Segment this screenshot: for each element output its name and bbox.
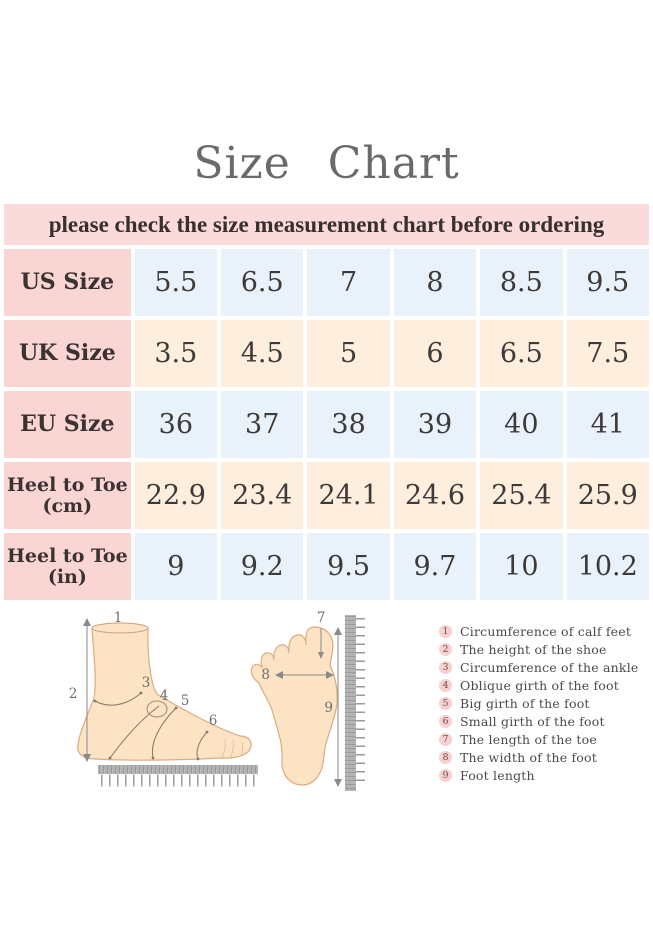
row-header: Heel to Toe (cm) — [4, 462, 131, 529]
legend-number-badge: 4 — [439, 679, 452, 693]
width-arrow — [275, 671, 334, 679]
legend-item: 3 Circumference of the ankle — [439, 659, 639, 677]
figure-label-7: 7 — [317, 610, 326, 626]
table-cell: 40 — [480, 391, 563, 458]
table-row-uk-size: UK Size 3.5 4.5 5 6 6.5 7.5 — [4, 320, 649, 387]
table-cell: 5.5 — [134, 249, 218, 316]
table-cell: 7 — [307, 249, 390, 316]
legend-label: The height of the shoe — [460, 642, 607, 658]
legend-number-badge: 8 — [439, 750, 452, 764]
table-cell: 9 — [134, 533, 218, 600]
legend-label: Big girth of the foot — [460, 696, 590, 711]
foot-side-view-illustration: 1 2 3 4 5 6 — [69, 610, 258, 787]
notice-banner: please check the size measurement chart … — [4, 204, 649, 245]
legend-label: Foot length — [460, 767, 535, 783]
legend-item: 2 The height of the shoe — [439, 641, 639, 659]
table-cell: 3.5 — [134, 320, 218, 387]
row-header: Heel to Toe (in) — [4, 533, 131, 600]
table-cell: 36 — [134, 391, 218, 458]
toe-length-line — [318, 628, 324, 659]
legend-item: 4 Oblique girth of the foot — [439, 677, 639, 695]
row-header: UK Size — [4, 320, 131, 387]
table-cell: 8.5 — [480, 249, 563, 316]
measurement-figure: 1 2 3 4 5 6 — [0, 608, 653, 808]
table-cell: 4.5 — [221, 320, 304, 387]
table-cell: 6 — [393, 320, 477, 387]
figure-label-2: 2 — [69, 686, 78, 702]
figure-label-8: 8 — [261, 667, 270, 683]
table-cell: 9.5 — [307, 533, 390, 600]
figure-label-3: 3 — [142, 675, 151, 691]
figure-label-6: 6 — [209, 713, 218, 729]
legend-label: Circumference of the ankle — [460, 660, 639, 676]
page-title: Size Chart — [193, 138, 460, 189]
legend-label: The width of the foot — [460, 749, 597, 765]
legend-item: 5 Big girth of the foot — [439, 695, 639, 713]
legend-item: 1 Circumference of calf feet — [439, 623, 639, 641]
table-cell: 25.9 — [566, 462, 649, 529]
vertical-ruler — [345, 615, 365, 791]
legend-item: 7 The length of the toe — [439, 730, 639, 748]
size-table: US Size 5.5 6.5 7 8 8.5 9.5 UK Size 3.5 … — [0, 245, 653, 604]
legend-number-badge: 9 — [439, 768, 452, 782]
table-row-heel-to-toe-cm: Heel to Toe (cm) 22.9 23.4 24.1 24.6 25.4… — [4, 462, 649, 529]
height-arrow — [83, 618, 91, 762]
table-row-eu-size: EU Size 36 37 38 39 40 41 — [4, 391, 649, 458]
figure-label-9: 9 — [324, 700, 333, 716]
table-cell: 6.5 — [221, 249, 304, 316]
row-header: US Size — [4, 249, 131, 316]
legend-label: The length of the toe — [460, 731, 597, 747]
figure-label-4: 4 — [160, 688, 169, 704]
table-cell: 5 — [307, 320, 390, 387]
table-cell: 24.6 — [393, 462, 477, 529]
table-cell: 6.5 — [480, 320, 563, 387]
legend-number-badge: 1 — [439, 625, 452, 639]
table-cell: 41 — [566, 391, 649, 458]
legend-number-badge: 2 — [439, 643, 452, 657]
legend-number-badge: 7 — [439, 732, 452, 746]
row-header: EU Size — [4, 391, 131, 458]
table-cell: 24.1 — [307, 462, 390, 529]
table-cell: 10 — [480, 533, 563, 600]
length-arrow — [334, 627, 342, 787]
legend-label: Small girth of the foot — [460, 713, 605, 729]
table-cell: 8 — [393, 249, 477, 316]
table-cell: 22.9 — [134, 462, 218, 529]
table-row-us-size: US Size 5.5 6.5 7 8 8.5 9.5 — [4, 249, 649, 316]
figure-label-5: 5 — [181, 693, 190, 709]
table-cell: 25.4 — [480, 462, 563, 529]
table-row-heel-to-toe-in: Heel to Toe (in) 9 9.2 9.5 9.7 10 10.2 — [4, 533, 649, 600]
table-cell: 39 — [393, 391, 477, 458]
table-cell: 38 — [307, 391, 390, 458]
table-cell: 9.7 — [393, 533, 477, 600]
legend-number-badge: 6 — [439, 714, 452, 728]
figure-label-1: 1 — [114, 610, 123, 626]
table-cell: 9.2 — [221, 533, 304, 600]
horizontal-ruler — [98, 765, 258, 787]
measurement-legend: 1 Circumference of calf feet 2 The heigh… — [439, 623, 639, 784]
legend-label: Circumference of calf feet — [460, 624, 632, 640]
legend-label: Oblique girth of the foot — [460, 678, 619, 694]
legend-number-badge: 3 — [439, 661, 452, 675]
legend-item: 6 Small girth of the foot — [439, 712, 639, 730]
table-cell: 37 — [221, 391, 304, 458]
table-cell: 10.2 — [566, 533, 649, 600]
footprint-illustration: 7 8 9 — [250, 610, 365, 791]
table-cell: 7.5 — [566, 320, 649, 387]
legend-item: 8 The width of the foot — [439, 748, 639, 766]
foot-measurement-diagram: 1 2 3 4 5 6 — [69, 610, 365, 791]
legend-item: 9 Foot length — [439, 766, 639, 784]
table-cell: 9.5 — [566, 249, 649, 316]
table-cell: 23.4 — [221, 462, 304, 529]
legend-number-badge: 5 — [439, 697, 452, 710]
